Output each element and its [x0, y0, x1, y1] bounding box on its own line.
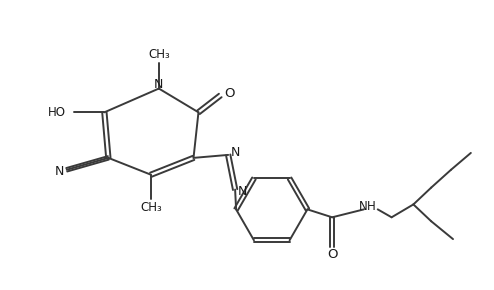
Text: O: O: [327, 249, 337, 262]
Text: CH₃: CH₃: [148, 48, 170, 61]
Text: HO: HO: [48, 106, 66, 119]
Text: CH₃: CH₃: [140, 201, 162, 214]
Text: N: N: [55, 165, 65, 178]
Text: N: N: [154, 78, 164, 91]
Text: N: N: [359, 200, 367, 213]
Text: N: N: [237, 185, 247, 198]
Text: H: H: [367, 200, 375, 213]
Text: N: N: [230, 146, 240, 160]
Text: O: O: [224, 87, 235, 100]
